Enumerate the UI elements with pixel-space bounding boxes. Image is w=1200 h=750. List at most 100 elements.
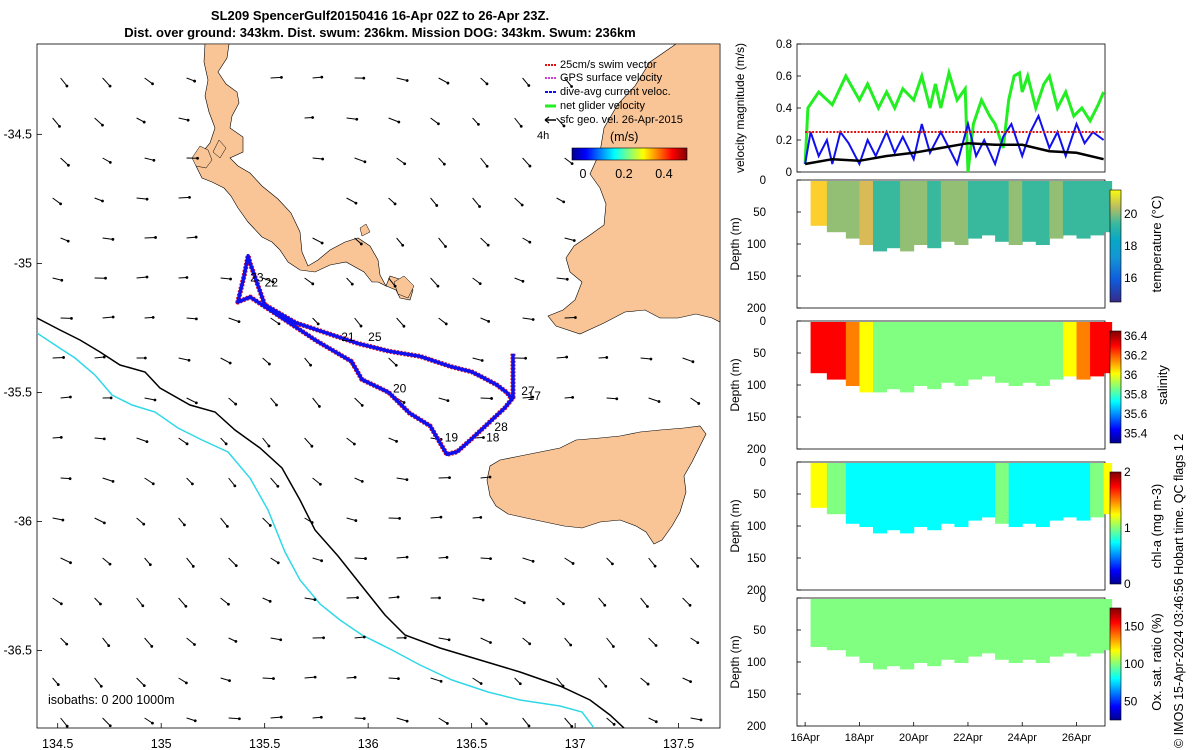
sfc-vel-arrow <box>480 557 491 560</box>
heatmap-cell <box>886 322 901 390</box>
heatmap-cell <box>810 463 828 508</box>
sfc-vel-arrow-head <box>320 559 324 563</box>
sfc-vel-arrow-head <box>405 478 409 482</box>
heatmap-y-tick-label: 150 <box>747 689 766 701</box>
sfc-vel-arrow-head <box>151 482 155 486</box>
sfc-vel-arrow <box>690 637 699 644</box>
heatmap-cell <box>1008 463 1023 527</box>
sfc-vel-arrow <box>354 397 363 406</box>
colorbar-tick-label: 35.4 <box>1124 426 1148 440</box>
sfc-vel-arrow <box>136 276 148 279</box>
sfc-vel-arrow-head <box>322 636 325 640</box>
colorbar-tick-label: 16 <box>1124 271 1138 285</box>
sfc-vel-arrow-head <box>393 284 397 288</box>
sfc-vel-arrow-head <box>229 277 232 281</box>
velocity-y-tick-label: 0 <box>786 167 792 179</box>
sfc-vel-arrow-head <box>151 721 154 725</box>
sfc-vel-arrow-head <box>70 316 73 320</box>
sfc-vel-arrow <box>690 557 699 567</box>
sfc-vel-arrow <box>354 557 366 560</box>
heatmap-cell <box>1022 181 1037 242</box>
track-day-label: 23 <box>250 270 264 284</box>
velocity-series <box>803 66 1105 173</box>
sfc-vel-arrow <box>522 637 531 645</box>
sfc-vel-arrow <box>388 197 396 205</box>
map-x-tick-label: 136.5 <box>456 737 487 750</box>
chart-title-line2: Dist. over ground: 343km. Dist. swum: 23… <box>124 25 636 40</box>
sfc-vel-arrow-head <box>108 160 112 164</box>
heatmap-y-tick-label: 100 <box>747 239 766 251</box>
salinity-panel: 0 50 100 150 200 Depth (m) 35.4 35.6 35.8 36 36.2 3… <box>728 316 1170 456</box>
sfc-vel-arrow <box>606 637 614 647</box>
sfc-vel-arrow-head <box>688 603 692 607</box>
heatmap-y-tick-label: 50 <box>753 489 766 501</box>
sfc-vel-arrow <box>270 477 279 487</box>
sfc-vel-arrow <box>52 277 62 281</box>
sfc-vel-arrow-head <box>486 243 490 247</box>
track-dive-avg <box>236 253 515 457</box>
sfc-vel-arrow <box>186 397 197 404</box>
heatmap-cell <box>995 322 1010 383</box>
sfc-vel-arrow-head <box>101 199 104 203</box>
sfc-vel-arrow-head <box>193 643 196 646</box>
sfc-vel-arrow <box>480 637 491 643</box>
heatmap-cell <box>913 599 928 663</box>
sfc-vel-arrow-head <box>153 398 157 402</box>
sfc-vel-arrow-head <box>571 562 575 565</box>
sfc-vel-arrow-head <box>403 162 407 166</box>
sfc-vel-arrow-head <box>489 557 492 561</box>
sfc-vel-arrow-head <box>191 564 195 568</box>
sfc-vel-arrow-head <box>528 240 532 244</box>
sfc-vel-arrow <box>598 597 606 606</box>
sfc-vel-arrow-head <box>111 237 115 241</box>
sfc-vel-arrow-head <box>569 643 573 647</box>
sfc-vel-arrow <box>144 316 154 319</box>
sfc-vel-arrow-head <box>311 282 315 286</box>
date-tick-label: 20Apr <box>899 732 929 744</box>
sfc-vel-arrow <box>682 597 691 606</box>
map-y-tick-label: -36.5 <box>4 644 33 658</box>
heatmap-cell <box>1049 599 1064 657</box>
sfc-vel-arrow-head <box>362 76 366 80</box>
sfc-vel-arrow-head <box>190 482 194 486</box>
colorbar-tick-label: 18 <box>1124 239 1138 253</box>
sfc-vel-arrow-head <box>435 204 439 207</box>
track-day-label: 22 <box>265 276 279 290</box>
sfc-vel-arrow-head <box>531 318 535 321</box>
sfc-vel-arrow <box>640 357 651 360</box>
sfc-vel-arrow <box>522 157 531 167</box>
sfc-vel-arrow-head <box>477 123 480 126</box>
sfc-vel-arrow-head <box>194 317 198 321</box>
sfc-vel-arrow <box>52 356 64 359</box>
sfc-vel-arrow-head <box>69 561 72 565</box>
heatmap-cell <box>1022 463 1037 524</box>
heatmap-cell <box>995 181 1010 242</box>
heatmap-y-tick-label: 50 <box>753 348 766 360</box>
sfc-vel-arrow <box>178 517 185 526</box>
sfc-vel-arrow-head <box>145 197 149 201</box>
sfc-vel-arrow <box>102 637 110 646</box>
sfc-vel-arrow <box>396 317 405 327</box>
sfc-vel-arrow <box>480 476 491 479</box>
sfc-vel-arrow-head <box>444 322 448 326</box>
sfc-vel-arrow <box>304 597 315 601</box>
colorbar-tick-0: 0 <box>580 167 587 181</box>
heatmap-y-tick-label: 0 <box>760 457 766 469</box>
sfc-vel-arrow <box>472 597 484 601</box>
sfc-vel-arrow-head <box>353 675 357 679</box>
sfc-vel-arrow-head <box>478 205 481 208</box>
heatmap-cell <box>967 181 983 239</box>
heatmap-y-tick-label: 0 <box>760 593 766 605</box>
sfc-vel-arrow <box>94 356 105 359</box>
isobath-200m <box>37 317 625 728</box>
sfc-vel-arrow <box>178 196 190 199</box>
sfc-vel-arrow-head <box>397 677 400 681</box>
sfc-vel-arrow <box>102 237 113 240</box>
velocity-series-line <box>803 66 1105 173</box>
sfc-vel-arrow-head <box>393 202 397 206</box>
heatmap-y-tick-label: 200 <box>747 444 766 456</box>
sfc-vel-arrow-head <box>360 404 364 407</box>
heatmap-cell <box>940 322 955 383</box>
sfc-vel-arrow <box>52 517 63 521</box>
